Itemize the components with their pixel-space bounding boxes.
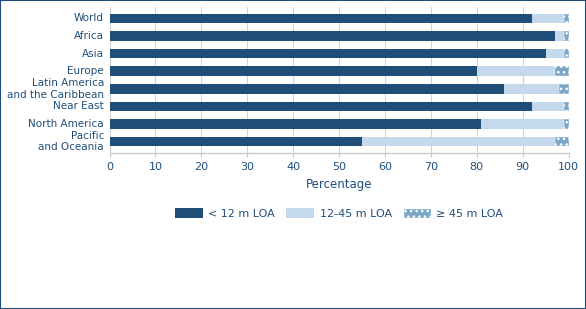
Bar [532, 14, 564, 23]
Bar [555, 31, 564, 41]
Bar [505, 84, 560, 94]
Bar [560, 84, 568, 94]
Bar [555, 137, 568, 146]
Bar [546, 49, 564, 58]
Bar [564, 119, 568, 129]
Bar [110, 137, 362, 146]
Bar [110, 14, 532, 23]
Bar [477, 66, 555, 76]
Bar [532, 102, 564, 111]
X-axis label: Percentage: Percentage [306, 178, 372, 191]
Bar [110, 49, 546, 58]
Bar [564, 102, 568, 111]
Bar [110, 119, 481, 129]
Bar [564, 31, 568, 41]
Bar [110, 66, 477, 76]
Bar [564, 14, 568, 23]
Bar [481, 119, 564, 129]
Bar [110, 84, 505, 94]
Legend: < 12 m LOA, 12-45 m LOA, ≥ 45 m LOA: < 12 m LOA, 12-45 m LOA, ≥ 45 m LOA [171, 204, 507, 223]
Bar [362, 137, 555, 146]
Bar [110, 31, 555, 41]
Bar [564, 49, 568, 58]
Bar [110, 102, 532, 111]
Bar [555, 66, 568, 76]
